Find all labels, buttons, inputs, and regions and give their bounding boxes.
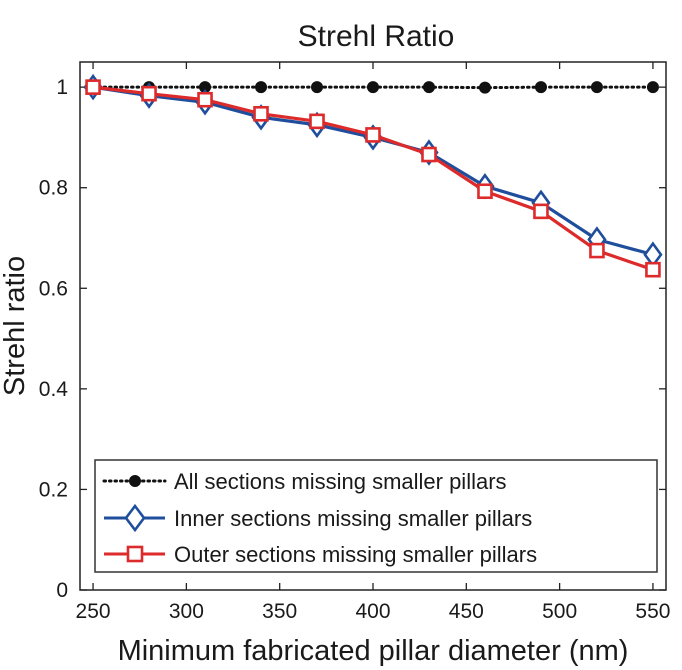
data-point-circle [590,81,603,94]
y-tick-label: 0.4 [39,378,69,401]
data-point-square [197,91,213,108]
series-layer [83,73,663,278]
data-point-circle [534,81,547,94]
legend-entry: Inner sections missing smaller pillars [104,503,532,533]
data-point-circle [255,81,268,94]
x-tick-label: 250 [76,600,111,623]
legend: All sections missing smaller pillars Inne… [94,459,658,573]
data-point-circle [422,81,435,94]
data-point-square [477,183,493,200]
y-tick-label: 1 [56,76,68,99]
x-tick-label: 300 [169,600,204,623]
data-point-circle [311,81,324,94]
y-axis-label: Strehl ratio [0,256,31,396]
legend-label: All sections missing smaller pillars [174,469,507,494]
x-tick-label: 350 [262,600,297,623]
series-outer-sections-missing-smaller-pillars [85,79,661,278]
legend-label: Inner sections missing smaller pillars [174,506,532,531]
data-point-circle [646,81,659,94]
data-point-square [645,261,661,278]
data-point-square [309,113,325,130]
data-point-square [421,146,437,163]
data-point-square [589,242,605,259]
tick-labels: 250 300 350 400 450 500 550 0 0.2 0.4 0.6 0.8 1 [39,76,671,623]
x-tick-label: 550 [635,600,670,623]
y-tick-label: 0.8 [39,177,68,200]
x-tick-label: 400 [355,600,390,623]
legend-label: Outer sections missing smaller pillars [174,542,537,567]
data-point-circle [367,81,379,94]
data-point-square [141,85,157,102]
legend-entry: All sections missing smaller pillars [102,469,507,494]
legend-marker-circle [129,475,141,487]
data-point-square [365,127,381,143]
y-tick-label: 0.2 [39,478,68,501]
x-axis-label: Minimum fabricated pillar diameter (nm) [118,635,629,667]
x-tick-label: 500 [542,600,577,623]
x-tick-label: 450 [449,600,484,623]
legend-marker-diamond [124,503,146,533]
data-point-circle [478,81,491,94]
chart-title: Strehl Ratio [298,20,455,53]
data-point-square [253,105,269,122]
y-tick-label: 0.6 [39,277,68,300]
data-point-square [533,203,549,220]
legend-marker-square [126,545,144,563]
legend-box [94,459,658,573]
y-tick-label: 0 [56,579,68,602]
data-point-square [85,79,101,95]
legend-entry: Outer sections missing smaller pillars [104,542,537,567]
